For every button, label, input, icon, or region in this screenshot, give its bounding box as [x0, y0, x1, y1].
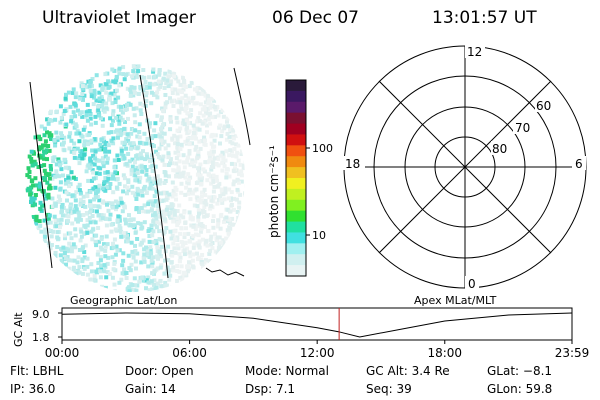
- colorbar-cell: [286, 123, 306, 136]
- polar-mlat-mlt-plot: 12 18 6 0 60 70 80: [343, 44, 587, 291]
- colorbar-cell: [286, 232, 306, 244]
- colorbar: 100 10 photon cm⁻²s⁻¹: [267, 79, 333, 277]
- uv-globe-image: [25, 64, 251, 292]
- mlt-label-18: 18: [345, 157, 360, 171]
- colorbar-cell: [286, 221, 306, 234]
- colorbar-cell: [286, 134, 306, 146]
- colorbar-cell: [286, 188, 306, 201]
- colorbar-cell: [286, 156, 306, 168]
- timeline-x-labels: 00:00 06:00 12:00 18:00 23:59: [45, 346, 590, 360]
- mlat-label-80: 80: [492, 142, 507, 156]
- altitude-timeline: Geographic Lat/Lon Apex MLat/MLT GC Alt …: [12, 294, 590, 360]
- colorbar-gradient: [286, 80, 306, 277]
- colorbar-cell: [286, 210, 306, 223]
- filter-readout: Flt: LBHL: [10, 364, 64, 378]
- colorbar-cell: [286, 145, 306, 157]
- timeline-right-label: Apex MLat/MLT: [414, 294, 497, 307]
- timeline-y-axis-label: GC Alt: [12, 312, 25, 347]
- colorbar-cell: [286, 243, 306, 255]
- glon-readout: GLon: 59.8: [487, 382, 553, 396]
- globe-pixels: [25, 64, 245, 292]
- colorbar-cell: [286, 199, 306, 212]
- colorbar-cell: [286, 90, 306, 103]
- mlat-label-60: 60: [536, 99, 551, 113]
- mlt-label-12: 12: [467, 45, 482, 59]
- colorbar-cell: [286, 167, 306, 179]
- mlt-label-6: 6: [575, 157, 583, 171]
- geo-meridians: [29, 67, 251, 279]
- colorbar-tick-10: 10: [312, 229, 326, 242]
- colorbar-cell: [286, 80, 306, 92]
- colorbar-cell: [286, 101, 306, 114]
- colorbar-cell: [286, 265, 306, 277]
- altitude-curve: [61, 312, 573, 338]
- mlat-label-70: 70: [515, 121, 530, 135]
- timeline-x-ticks: [61, 340, 573, 344]
- colorbar-cell: [286, 178, 306, 190]
- instrument-title: Ultraviolet Imager: [42, 8, 196, 28]
- colorbar-cell: [286, 112, 306, 125]
- date-label: 06 Dec 07: [272, 8, 359, 28]
- colorbar-cell: [286, 254, 306, 266]
- dsp-readout: Dsp: 7.1: [245, 382, 296, 396]
- door-readout: Door: Open: [125, 364, 194, 378]
- timeline-x-tick-label: 00:00: [45, 346, 80, 360]
- seq-readout: Seq: 39: [366, 382, 412, 396]
- mlt-label-0: 0: [468, 277, 476, 291]
- time-label: 13:01:57 UT: [432, 8, 537, 28]
- timeline-x-tick-label: 18:00: [427, 346, 462, 360]
- gc-alt-readout: GC Alt: 3.4 Re: [366, 364, 450, 378]
- polar-grid: [343, 45, 587, 289]
- colorbar-unit-label: photon cm⁻²s⁻¹: [267, 145, 281, 238]
- timeline-y-tick-low: 1.8: [32, 331, 50, 344]
- timeline-y-tick-high: 9.0: [32, 308, 50, 321]
- glat-readout: GLat: −8.1: [487, 364, 553, 378]
- timeline-x-tick-label: 06:00: [172, 346, 207, 360]
- timeline-left-label: Geographic Lat/Lon: [70, 294, 177, 307]
- timeline-x-tick-label: 23:59: [555, 346, 590, 360]
- mode-readout: Mode: Normal: [245, 364, 329, 378]
- colorbar-tick-100: 100: [312, 142, 333, 155]
- ip-readout: IP: 36.0: [10, 382, 56, 396]
- timeline-x-tick-label: 12:00: [300, 346, 335, 360]
- gain-readout: Gain: 14: [125, 382, 176, 396]
